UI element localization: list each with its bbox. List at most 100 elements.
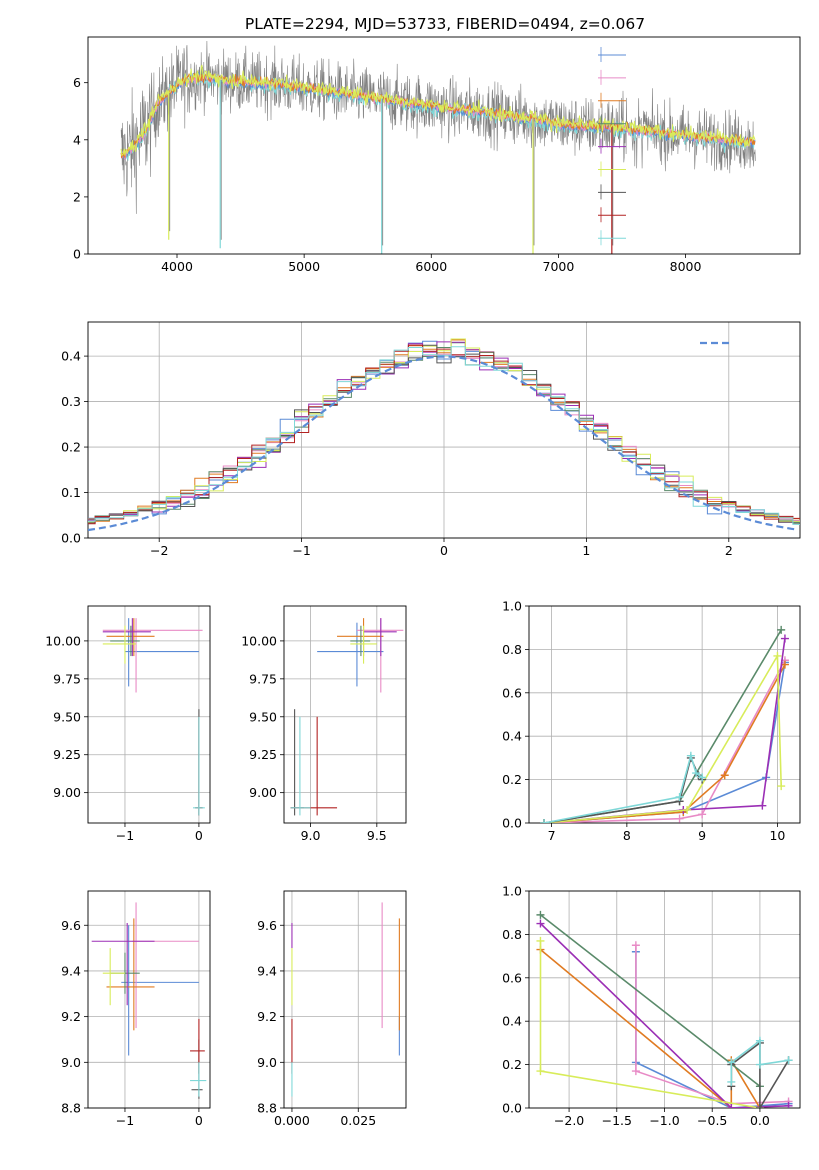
mass-weight-marker [780, 634, 789, 643]
y-tick-label: 9.75 [53, 671, 81, 686]
mass-weight-marker [631, 941, 640, 950]
x-tick-label: −1 [116, 1113, 134, 1128]
mass-weight-marker [675, 814, 684, 823]
mass-weight-marker [692, 769, 701, 778]
chart-massweight-vs-Z: −2.0 −1.5 −1.0 −0.5 0.0 0.0 0.2 0.4 0.6 0.8 1.0 [502, 884, 801, 1128]
axes-frame [528, 605, 801, 824]
residual-histogram [88, 338, 800, 523]
chart-mass-vs-Z: −1 0 8.8 9.0 9.2 9.4 9.6 [61, 890, 211, 1128]
y-tick-label: 9.2 [61, 1009, 81, 1024]
y-tick-label: 0.0 [502, 816, 522, 831]
y-tick-label: 9.6 [257, 918, 277, 933]
y-tick-label: 9.25 [249, 747, 277, 762]
y-tick-label: 9.50 [53, 709, 81, 724]
x-tick-label: −1.0 [649, 1113, 679, 1128]
residual-histogram [88, 350, 800, 524]
plot-area [102, 618, 205, 816]
y-tick-label: 9.6 [61, 918, 81, 933]
figure-title: PLATE=2294, MJD=53733, FIBERID=0494, z=0… [245, 15, 645, 33]
mass-weight-marker [727, 1077, 736, 1086]
chart-residuals: −2 −1 0 1 2 0.0 0.1 0.2 0.3 0.4 [61, 321, 801, 558]
x-tick-label: 10 [769, 828, 785, 843]
mass-weight-marker [777, 782, 786, 791]
y-tick-label: 0.6 [502, 685, 522, 700]
residual-histogram [88, 342, 800, 523]
plot-area [291, 902, 400, 1097]
mass-weight-marker [698, 773, 707, 782]
mass-weight-marker [536, 1067, 545, 1076]
y-tick-label: 0.8 [502, 927, 522, 942]
chart-spectrum: 4000 5000 6000 7000 8000 0 2 4 6 [73, 36, 801, 274]
x-tick-label: 9 [698, 828, 706, 843]
residual-histogram [88, 346, 800, 525]
axes-frame [87, 890, 211, 1109]
chart-age-vs-Z: −1 0 9.00 9.25 9.50 9.75 10.00 [45, 605, 211, 843]
y-tick-label: 9.4 [257, 963, 277, 978]
gaussian-curve [88, 355, 798, 532]
mass-weight-line [540, 914, 761, 1087]
y-tick-label: 0.4 [502, 1014, 522, 1029]
y-tick-label: 8.8 [61, 1101, 81, 1116]
mass-weight-marker [727, 1058, 736, 1067]
mass-weight-marker [536, 910, 545, 919]
x-tick-label: −2.0 [554, 1113, 584, 1128]
plot-area [540, 625, 789, 823]
chart-mass-vs-ebv: 0.000 0.025 8.8 9.0 9.2 9.4 9.6 [257, 890, 407, 1128]
y-tick-label: 8.8 [257, 1101, 277, 1116]
x-tick-label: 8 [623, 828, 631, 843]
y-tick-label: 9.00 [53, 785, 81, 800]
y-tick-label: 9.0 [61, 1055, 81, 1070]
chart-massweight-vs-age: 7 8 9 10 0.0 0.2 0.4 0.6 0.8 1.0 [502, 599, 801, 843]
plot-area [120, 40, 756, 254]
mass-weight-line [544, 653, 782, 823]
mass-weight-marker [773, 651, 782, 660]
y-tick-label: 9.0 [257, 1055, 277, 1070]
x-tick-label: 7000 [543, 259, 575, 274]
x-tick-label: 1 [582, 543, 590, 558]
mass-weight-marker [720, 771, 729, 780]
plot-area [91, 902, 207, 1099]
y-tick-label: 0.3 [61, 394, 81, 409]
y-tick-label: 0 [73, 247, 81, 262]
y-tick-label: 10.00 [241, 633, 277, 648]
residual-histogram [88, 344, 800, 525]
axes-frame [283, 605, 407, 824]
y-tick-label: 0.4 [502, 729, 522, 744]
mass-weight-marker [777, 625, 786, 634]
y-tick-label: 10.00 [45, 633, 81, 648]
x-tick-label: −1 [116, 828, 134, 843]
y-tick-label: 0.2 [502, 772, 522, 787]
x-tick-label: 2 [725, 543, 733, 558]
x-tick-label: 8000 [670, 259, 702, 274]
model-spectrum [120, 64, 756, 156]
axes-frame [87, 36, 801, 255]
x-tick-label: −1 [292, 543, 310, 558]
x-tick-label: 9.5 [367, 828, 387, 843]
x-tick-label: −2 [150, 543, 168, 558]
y-tick-label: 0.2 [61, 440, 81, 455]
x-tick-label: 0 [195, 1113, 203, 1128]
mass-weight-line [544, 659, 786, 823]
residual-histogram [88, 344, 800, 525]
mass-weight-marker [784, 1101, 793, 1108]
plot-area [536, 910, 793, 1108]
x-tick-label: 0 [195, 828, 203, 843]
y-tick-label: 9.25 [53, 747, 81, 762]
axes-frame [87, 605, 211, 824]
mass-weight-line [539, 922, 789, 1108]
x-tick-label: 9.0 [301, 828, 321, 843]
mass-weight-marker [755, 1104, 764, 1108]
y-tick-label: 0.1 [61, 485, 81, 500]
x-tick-label: 0 [440, 543, 448, 558]
mass-weight-marker [683, 805, 692, 814]
mass-weight-marker [727, 1104, 736, 1108]
plot-area [290, 618, 404, 816]
x-tick-label: 0.025 [340, 1113, 376, 1128]
y-tick-label: 1.0 [502, 599, 522, 614]
x-tick-label: 4000 [161, 259, 193, 274]
y-tick-label: 0.0 [502, 1101, 522, 1116]
mass-weight-marker [755, 1036, 764, 1045]
chart-age-vs-mass: 9.0 9.5 9.00 9.25 9.50 9.75 10.00 [241, 605, 407, 843]
mass-weight-marker [758, 801, 767, 810]
